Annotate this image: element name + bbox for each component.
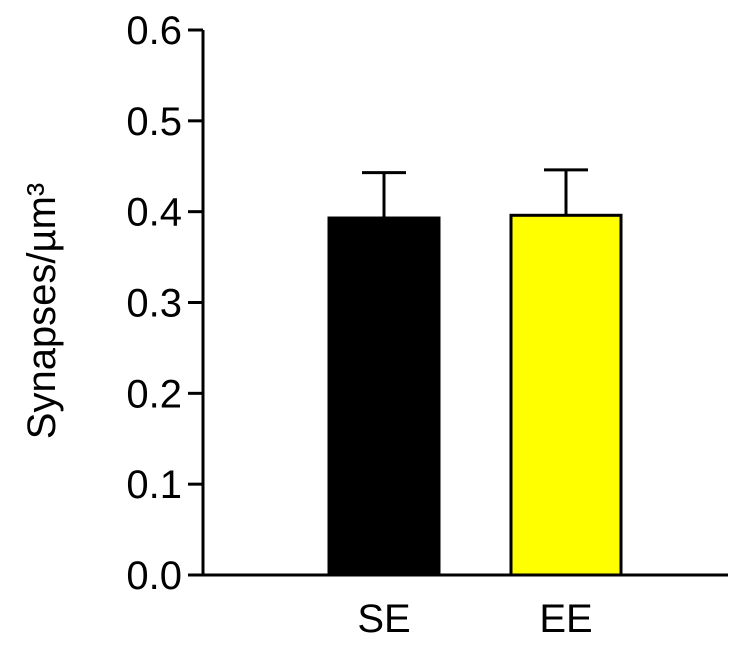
bars-layer <box>327 213 623 577</box>
x-category-label: EE <box>539 597 592 641</box>
y-tick-label: 0.0 <box>126 554 182 598</box>
y-tick-label: 0.1 <box>126 463 182 507</box>
y-tick-label: 0.6 <box>126 9 182 53</box>
y-tick-label: 0.3 <box>126 282 182 326</box>
y-tick-label: 0.4 <box>126 191 182 235</box>
error-bars-layer <box>362 168 588 219</box>
bar-se <box>327 216 441 577</box>
bar-ee <box>509 213 623 577</box>
x-labels-layer: SE EE <box>357 597 592 641</box>
y-tick-label: 0.2 <box>126 372 182 416</box>
y-tick-label: 0.5 <box>126 100 182 144</box>
y-ticks-layer: 0.0 0.1 0.2 0.3 0.4 0.5 0.6 <box>126 9 203 598</box>
axes-layer <box>201 30 728 577</box>
x-category-label: SE <box>357 597 410 641</box>
y-axis-title: Synapses/µm³ <box>20 183 64 439</box>
